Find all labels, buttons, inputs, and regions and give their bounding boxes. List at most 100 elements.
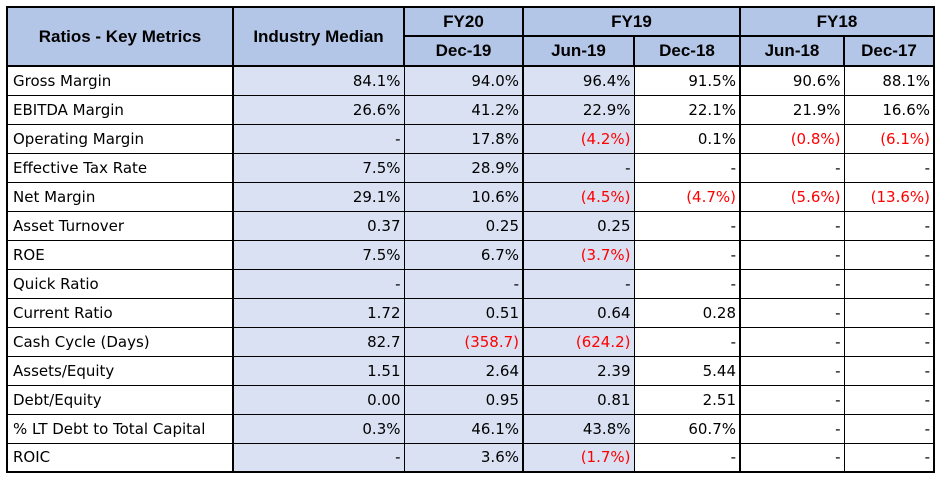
metric-value: (5.6%) bbox=[739, 181, 845, 212]
table-row: Assets/Equity 1.51 2.64 2.39 5.44- - bbox=[6, 355, 935, 386]
metric-value: 6.7% bbox=[403, 239, 524, 270]
metric-value: - bbox=[739, 355, 845, 386]
table-row: EBITDA Margin 26.6% 41.2% 22.9% 22.1% 21.9% 16… bbox=[6, 94, 935, 125]
metric-label: Cash Cycle (Days) bbox=[6, 326, 234, 357]
metric-value: 2.64 bbox=[403, 355, 524, 386]
metric-value: 0.1% bbox=[633, 123, 741, 154]
metric-value: 2.39 bbox=[522, 355, 635, 386]
metric-value: (358.7) bbox=[403, 326, 524, 357]
industry-median-value: 26.6% bbox=[232, 94, 405, 125]
metric-value: - bbox=[522, 152, 635, 183]
metric-value: - bbox=[739, 268, 845, 299]
metric-value: 90.6% bbox=[739, 65, 845, 96]
metric-label: Effective Tax Rate bbox=[6, 152, 234, 183]
table-row: % LT Debt to Total Capital 0.3% 46.1% 43.8%… bbox=[6, 413, 935, 444]
fiscal-year-header-fy18: FY18 bbox=[739, 6, 935, 37]
metric-value: 2.51 bbox=[633, 384, 741, 415]
metric-value: 0.51 bbox=[403, 297, 524, 328]
metric-value: - bbox=[843, 268, 935, 299]
table-row: Asset Turnover 0.37 0.25 0.25- - - bbox=[6, 210, 935, 241]
metric-value: 0.25 bbox=[522, 210, 635, 241]
industry-median-value: 7.5% bbox=[232, 152, 405, 183]
metric-value: - bbox=[633, 442, 741, 473]
table-body: Gross Margin 84.1% 94.0% 96.4% 91.5% 90.6% 88.… bbox=[6, 65, 935, 473]
metric-value: 0.81 bbox=[522, 384, 635, 415]
metric-value: (13.6%) bbox=[843, 181, 935, 212]
metric-value: - bbox=[843, 384, 935, 415]
industry-median-value: 1.72 bbox=[232, 297, 405, 328]
metric-label: % LT Debt to Total Capital bbox=[6, 413, 234, 444]
key-metrics-sheet: Ratios - Key Metrics Industry Median FY2… bbox=[6, 6, 935, 473]
industry-median-value: - bbox=[232, 268, 405, 299]
table-header: Ratios - Key Metrics Industry Median FY2… bbox=[6, 6, 935, 67]
metric-value: 22.1% bbox=[633, 94, 741, 125]
metric-value: - bbox=[739, 384, 845, 415]
fiscal-year-header-fy19: FY19 bbox=[522, 6, 741, 37]
metric-value: - bbox=[633, 239, 741, 270]
metric-value: - bbox=[522, 268, 635, 299]
metric-value: (4.5%) bbox=[522, 181, 635, 212]
metric-value: 41.2% bbox=[403, 94, 524, 125]
metric-value: - bbox=[739, 442, 845, 473]
fiscal-year-header-fy20: FY20 bbox=[403, 6, 524, 37]
metric-value: - bbox=[843, 413, 935, 444]
metric-value: (624.2) bbox=[522, 326, 635, 357]
metric-value: - bbox=[843, 326, 935, 357]
industry-median-value: 0.37 bbox=[232, 210, 405, 241]
metric-value: 96.4% bbox=[522, 65, 635, 96]
metric-value: (3.7%) bbox=[522, 239, 635, 270]
metric-value: 0.95 bbox=[403, 384, 524, 415]
metric-value: - bbox=[739, 210, 845, 241]
metric-value: - bbox=[739, 413, 845, 444]
industry-median-value: 29.1% bbox=[232, 181, 405, 212]
metric-value: - bbox=[403, 268, 524, 299]
table-row: Cash Cycle (Days) 82.7 (358.7) (624.2) - - - bbox=[6, 326, 935, 357]
metric-label: ROE bbox=[6, 239, 234, 270]
metric-value: - bbox=[633, 268, 741, 299]
industry-median-value: 1.51 bbox=[232, 355, 405, 386]
period-header: Dec-18 bbox=[633, 35, 741, 67]
metric-value: - bbox=[739, 152, 845, 183]
metric-value: 91.5% bbox=[633, 65, 741, 96]
metric-label: Quick Ratio bbox=[6, 268, 234, 299]
industry-median-value: - bbox=[232, 123, 405, 154]
industry-median-header: Industry Median bbox=[232, 6, 405, 67]
metric-value: - bbox=[739, 297, 845, 328]
industry-median-value: 82.7 bbox=[232, 326, 405, 357]
table-row: Debt/Equity 0.00 0.95 0.81 2.51- - bbox=[6, 384, 935, 415]
metric-label: Gross Margin bbox=[6, 65, 234, 96]
metric-value: 60.7% bbox=[633, 413, 741, 444]
metric-value: 10.6% bbox=[403, 181, 524, 212]
industry-median-value: 84.1% bbox=[232, 65, 405, 96]
ratios-key-metrics-header: Ratios - Key Metrics bbox=[6, 6, 234, 67]
metric-label: Asset Turnover bbox=[6, 210, 234, 241]
metric-value: 43.8% bbox=[522, 413, 635, 444]
metric-value: 16.6% bbox=[843, 94, 935, 125]
table-row: ROIC -3.6% (1.7%) - - - bbox=[6, 442, 935, 473]
period-header: Dec-17 bbox=[843, 35, 935, 67]
metric-value: - bbox=[843, 442, 935, 473]
metric-label: ROIC bbox=[6, 442, 234, 473]
metric-value: - bbox=[633, 326, 741, 357]
table-row: Quick Ratio - - - - - - bbox=[6, 268, 935, 299]
metric-label: Operating Margin bbox=[6, 123, 234, 154]
metric-label: Debt/Equity bbox=[6, 384, 234, 415]
metric-value: 0.25 bbox=[403, 210, 524, 241]
metric-value: 0.64 bbox=[522, 297, 635, 328]
metric-value: (4.2%) bbox=[522, 123, 635, 154]
industry-median-value: 0.00 bbox=[232, 384, 405, 415]
table-row: Gross Margin 84.1% 94.0% 96.4% 91.5% 90.6% 88.… bbox=[6, 65, 935, 96]
metric-value: (1.7%) bbox=[522, 442, 635, 473]
metric-value: - bbox=[633, 152, 741, 183]
industry-median-value: - bbox=[232, 442, 405, 473]
metric-value: - bbox=[843, 239, 935, 270]
metric-value: - bbox=[633, 210, 741, 241]
metric-value: - bbox=[843, 210, 935, 241]
metric-value: 21.9% bbox=[739, 94, 845, 125]
metric-label: Current Ratio bbox=[6, 297, 234, 328]
metric-value: (4.7%) bbox=[633, 181, 741, 212]
metric-value: 88.1% bbox=[843, 65, 935, 96]
metric-label: EBITDA Margin bbox=[6, 94, 234, 125]
period-header: Jun-19 bbox=[522, 35, 635, 67]
metric-value: - bbox=[739, 326, 845, 357]
